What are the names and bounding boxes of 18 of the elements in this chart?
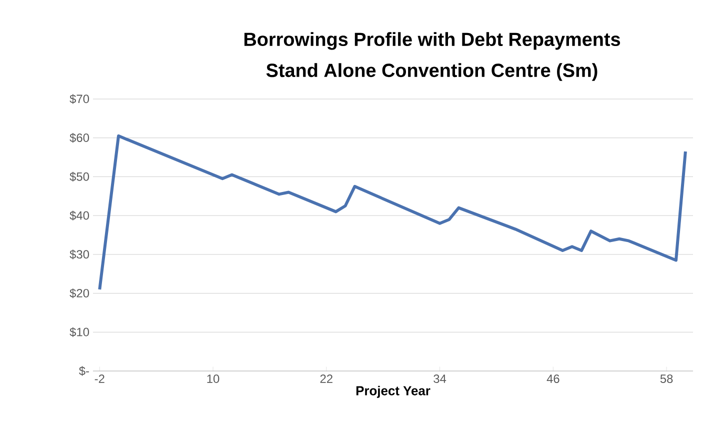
x-tick-label: -2 — [94, 374, 104, 383]
chart-title: Borrowings Profile with Debt Repayments — [244, 32, 620, 50]
x-tick-label: 22 — [320, 374, 332, 383]
y-tick-label: $60 — [70, 133, 90, 143]
y-tick-label: $10 — [70, 327, 90, 337]
y-tick-label: $50 — [70, 172, 90, 182]
x-axis-title: Project Year — [356, 386, 430, 398]
x-tick-label: 10 — [207, 374, 220, 383]
y-tick-label: $- — [78, 366, 89, 376]
line-series — [98, 134, 687, 291]
chart-subtitle: Stand Alone Convention Centre (Sm) — [266, 63, 598, 81]
x-tick-label: 46 — [546, 374, 560, 383]
x-tick-label: 58 — [660, 374, 673, 383]
y-tick-label: $40 — [70, 210, 90, 220]
x-tick-label: 34 — [434, 374, 446, 383]
y-tick-label: $30 — [70, 250, 90, 260]
y-tick-label: $70 — [70, 94, 90, 104]
y-tick-label: $20 — [70, 288, 90, 298]
